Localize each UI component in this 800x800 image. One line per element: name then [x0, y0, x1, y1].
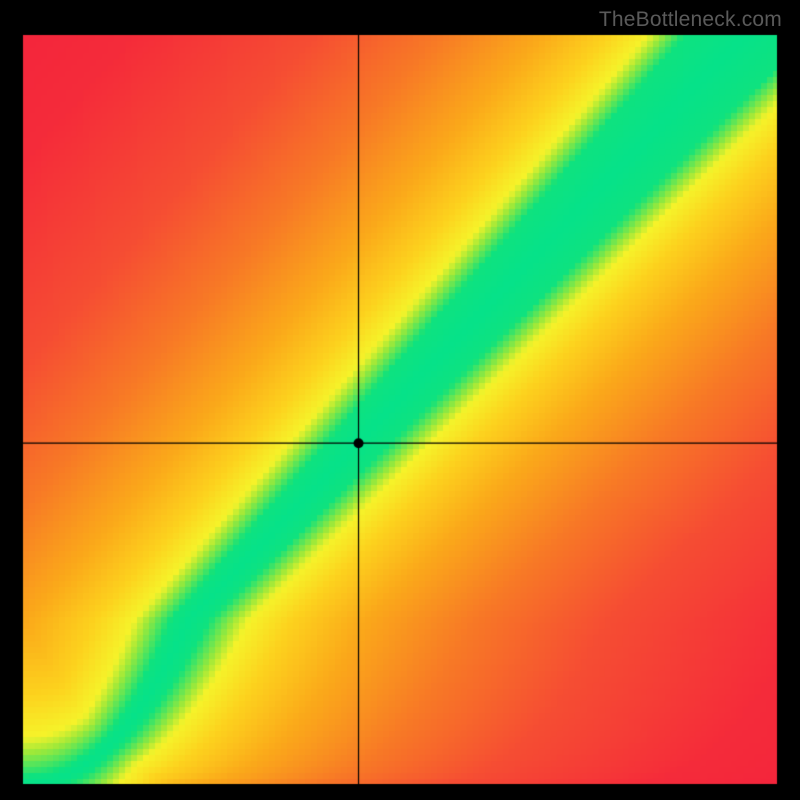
- watermark-text: TheBottleneck.com: [599, 8, 782, 32]
- chart-container: TheBottleneck.com: [0, 0, 800, 800]
- bottleneck-heatmap-canvas: [0, 0, 800, 800]
